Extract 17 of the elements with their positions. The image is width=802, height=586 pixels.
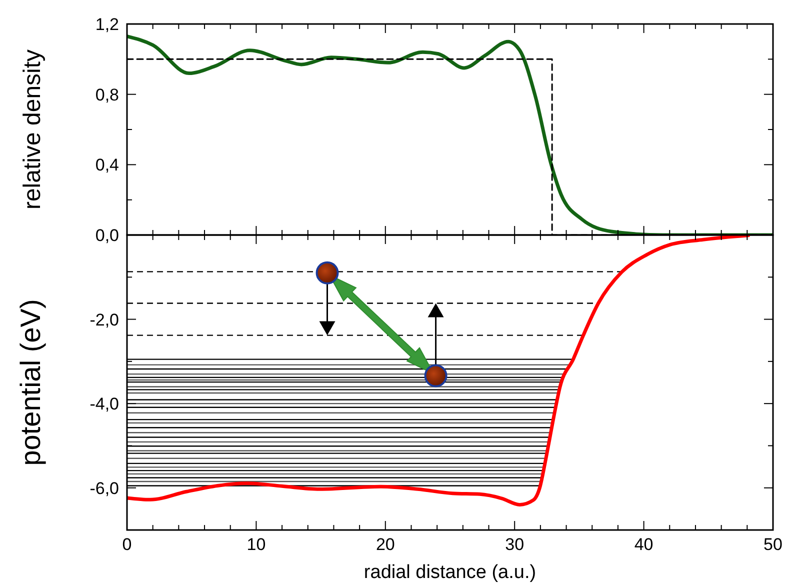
y-axis-title: potential (eV) xyxy=(15,299,46,466)
x-tick-label: 0 xyxy=(122,535,132,554)
y-tick-label: 1,2 xyxy=(95,15,119,34)
x-tick-label: 30 xyxy=(505,535,524,554)
line-series xyxy=(127,235,750,506)
x-tick-label: 10 xyxy=(246,535,266,554)
x-tick-label: 20 xyxy=(376,535,395,554)
x-axis-title: radial distance (a.u.) xyxy=(364,562,536,583)
y-tick-label: 0,8 xyxy=(95,85,119,104)
y-tick-label: -2,0 xyxy=(90,310,119,330)
y-tick-label: -4,0 xyxy=(90,394,119,414)
y-tick-label: -6,0 xyxy=(90,478,119,498)
y-axis-title: relative density xyxy=(19,49,46,210)
y-tick-label: 0,4 xyxy=(95,156,119,175)
x-tick-label: 50 xyxy=(764,535,782,554)
x-tick-label: 40 xyxy=(634,535,654,554)
y-tick-label: 0,0 xyxy=(95,226,119,245)
